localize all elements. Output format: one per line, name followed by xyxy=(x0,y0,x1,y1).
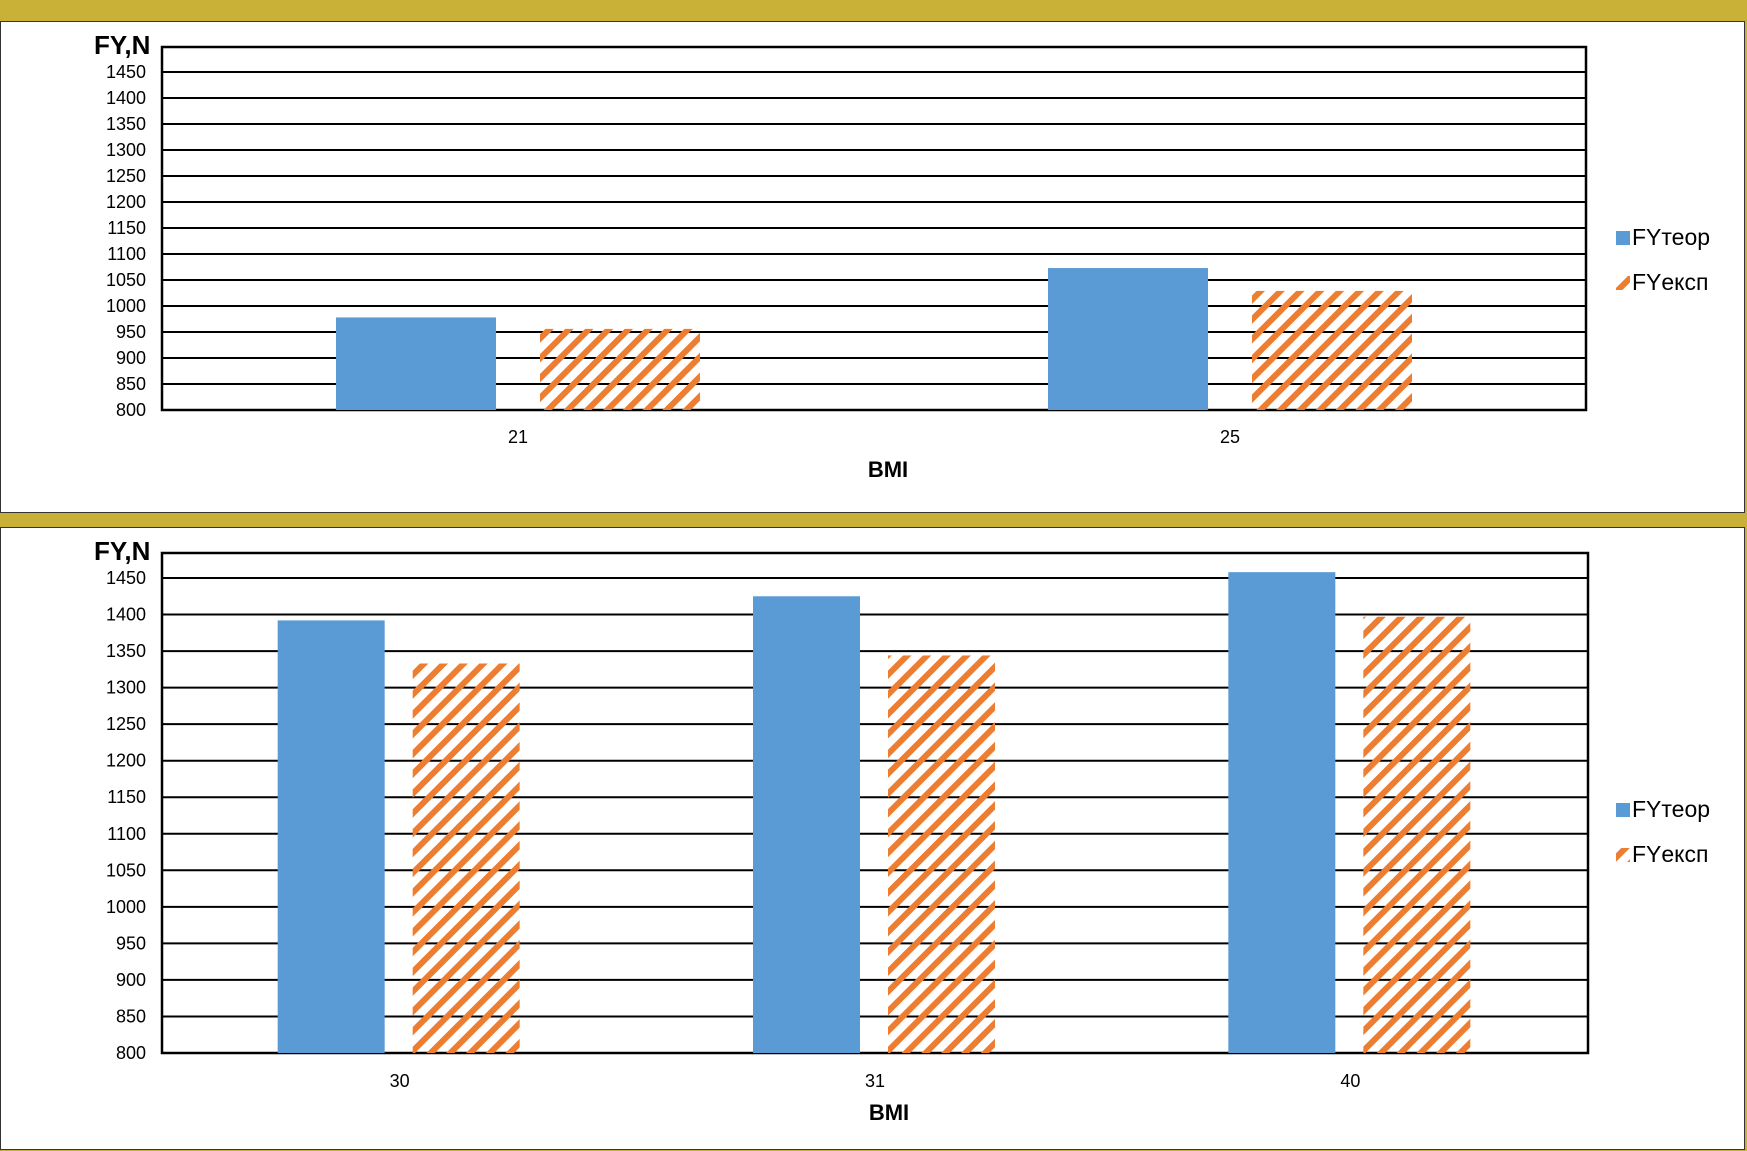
y-tick-label: 1100 xyxy=(107,824,146,844)
y-tick-label: 1050 xyxy=(106,860,146,880)
y-tick-label: 1150 xyxy=(107,787,146,807)
y-tick-label: 1100 xyxy=(107,244,146,264)
bar-chart-top: 800 850 900 950 1000 1050 1100 1150 1200 1250 1300… xyxy=(94,30,1710,482)
bar-theoretical xyxy=(1048,268,1208,410)
y-tick-label: 1400 xyxy=(106,605,146,625)
y-tick-label: 850 xyxy=(116,1006,146,1026)
x-axis-title: BMI xyxy=(869,1100,909,1125)
legend-swatch-theoretical xyxy=(1616,803,1630,817)
y-axis-title: FY,N xyxy=(94,30,150,60)
y-tick-label: 900 xyxy=(116,348,146,368)
legend-label-theoretical: FYтеор xyxy=(1632,796,1710,822)
x-category-label: 30 xyxy=(390,1071,410,1091)
legend-label-theoretical: FYтеор xyxy=(1632,224,1710,250)
bar-theoretical xyxy=(277,620,385,1053)
y-tick-label: 1000 xyxy=(106,897,146,917)
bar-theoretical xyxy=(336,317,496,410)
y-tick-label: 1150 xyxy=(107,218,146,238)
y-tick-label: 800 xyxy=(116,1043,146,1063)
plot-area-frame xyxy=(160,45,1588,412)
bar-experimental xyxy=(1363,616,1471,1053)
chart-panel-top: 800 850 900 950 1000 1050 1100 1150 1200 1250 1300… xyxy=(0,21,1745,513)
x-category-label: 21 xyxy=(508,427,528,447)
y-tick-label: 1250 xyxy=(106,714,146,734)
y-tick-label: 950 xyxy=(116,933,146,953)
bar-experimental xyxy=(412,663,520,1053)
bar-theoretical xyxy=(1228,572,1336,1053)
bar-experimental xyxy=(1252,290,1412,410)
y-tick-label: 1450 xyxy=(106,62,146,82)
legend-swatch-experimental xyxy=(1616,848,1630,862)
bar-experimental xyxy=(888,655,995,1053)
y-tick-label: 1400 xyxy=(106,88,146,108)
y-tick-label: 1200 xyxy=(106,751,146,771)
chart-panel-bottom: 800 850 900 950 1000 1050 1100 1150 1200 1250 1300… xyxy=(0,527,1745,1150)
x-category-label: 40 xyxy=(1340,1071,1360,1091)
x-category-label: 25 xyxy=(1220,427,1240,447)
y-tick-label: 1450 xyxy=(106,568,146,588)
y-tick-label: 800 xyxy=(116,400,146,420)
y-tick-label: 850 xyxy=(116,374,146,394)
y-tick-label: 1200 xyxy=(106,192,146,212)
y-tick-label: 1350 xyxy=(106,641,146,661)
y-tick-label: 1350 xyxy=(106,114,146,134)
y-axis-title: FY,N xyxy=(94,536,150,566)
y-tick-label: 950 xyxy=(116,322,146,342)
x-category-label: 31 xyxy=(865,1071,885,1091)
legend-swatch-theoretical xyxy=(1616,231,1630,245)
bar-theoretical xyxy=(753,596,860,1053)
legend-label-experimental: FYексп xyxy=(1632,841,1708,867)
y-tick-label: 1000 xyxy=(106,296,146,316)
plot-area-frame xyxy=(160,551,1590,1055)
y-tick-label: 900 xyxy=(116,970,146,990)
y-tick-label: 1050 xyxy=(106,270,146,290)
legend-label-experimental: FYексп xyxy=(1632,269,1708,295)
y-tick-label: 1300 xyxy=(106,140,146,160)
x-axis-title: BMI xyxy=(868,457,908,482)
bar-experimental xyxy=(540,328,700,410)
bar-chart-bottom: 800 850 900 950 1000 1050 1100 1150 1200 1250 1300… xyxy=(94,536,1710,1125)
y-tick-label: 1300 xyxy=(106,678,146,698)
y-tick-label: 1250 xyxy=(106,166,146,186)
legend-swatch-experimental xyxy=(1616,276,1630,290)
